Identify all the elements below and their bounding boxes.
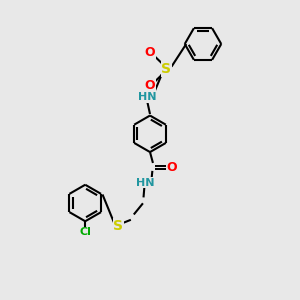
Text: HN: HN (138, 92, 156, 102)
Text: O: O (166, 161, 177, 174)
Text: Cl: Cl (79, 227, 91, 237)
Text: S: S (161, 62, 171, 76)
Text: O: O (145, 46, 155, 59)
Text: HN: HN (136, 178, 154, 188)
Text: O: O (145, 79, 155, 92)
Text: S: S (113, 219, 123, 233)
